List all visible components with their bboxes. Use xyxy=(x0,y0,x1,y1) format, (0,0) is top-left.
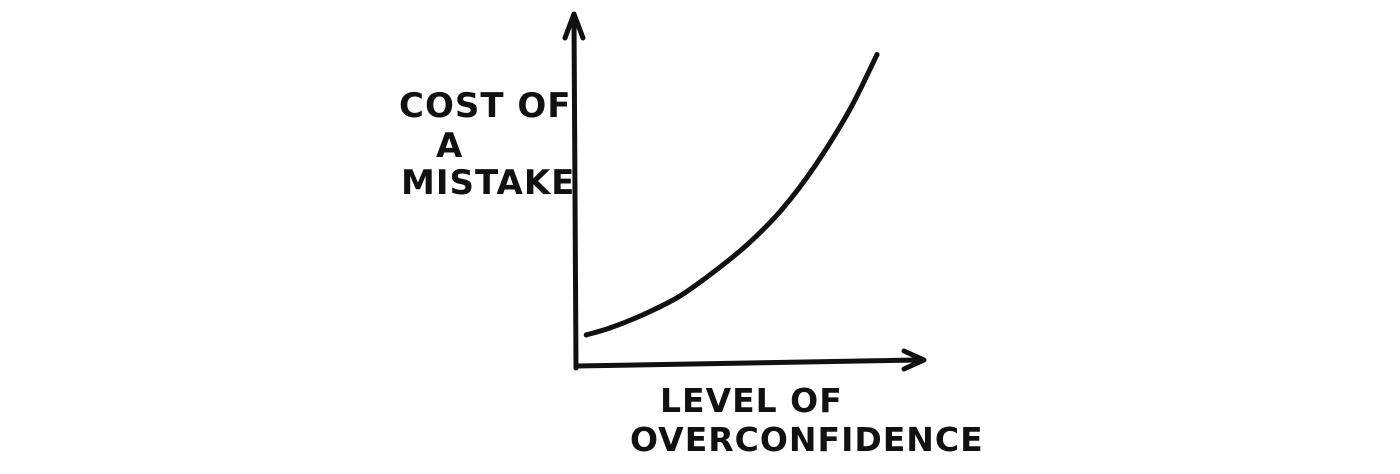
series-point xyxy=(710,270,716,276)
y-axis-arrowhead-icon xyxy=(562,11,586,41)
series-point xyxy=(812,162,818,168)
series-point xyxy=(676,294,682,300)
y-axis-label-line-2: A xyxy=(436,126,463,166)
series-point xyxy=(744,242,750,248)
y-axis-label-line-3: MISTAKE xyxy=(401,163,575,203)
x-axis-label-line-2: OVERCONFIDENCE xyxy=(630,420,984,459)
x-axis xyxy=(573,348,927,372)
y-axis-line xyxy=(571,17,579,371)
plot-area xyxy=(583,52,880,338)
y-axis xyxy=(562,11,586,371)
y-axis-label-line-1: COST OF xyxy=(399,86,572,126)
x-axis-label-line-1: LEVEL OF xyxy=(660,381,843,420)
series-point xyxy=(641,311,647,317)
series-point xyxy=(847,107,853,113)
x-axis-label: LEVEL OF OVERCONFIDENCE xyxy=(630,381,984,459)
y-axis-label: COST OF A MISTAKE xyxy=(399,86,575,203)
series-point xyxy=(874,52,880,58)
x-axis-line xyxy=(573,357,921,369)
series-point xyxy=(778,207,784,213)
series-point xyxy=(583,332,589,338)
series-line xyxy=(583,52,880,338)
x-axis-arrowhead-icon xyxy=(901,348,927,372)
series-point xyxy=(607,325,613,331)
series-points xyxy=(583,52,880,338)
